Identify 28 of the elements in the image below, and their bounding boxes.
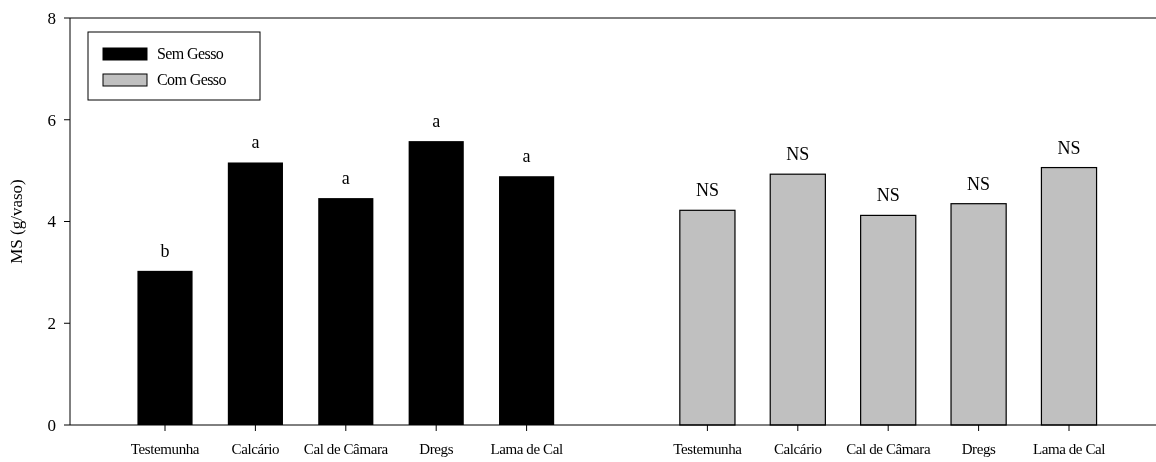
y-tick-label: 6 — [47, 110, 56, 130]
x-tick-label: Lama de Cal — [490, 441, 563, 457]
data-label: NS — [967, 173, 991, 194]
y-tick-label: 8 — [47, 8, 56, 28]
data-label: b — [160, 240, 170, 261]
x-tick-label: Testemunha — [673, 441, 743, 457]
data-label: NS — [876, 185, 900, 206]
x-tick-label: Dregs — [419, 441, 454, 457]
data-label: a — [251, 132, 260, 153]
y-axis-title: MS (g/vaso) — [7, 179, 26, 264]
data-label: a — [341, 168, 350, 189]
data-label: NS — [695, 180, 719, 201]
y-tick-label: 2 — [47, 314, 56, 334]
data-label: NS — [786, 144, 810, 165]
x-tick-label: Calcário — [231, 441, 280, 457]
x-tick-label: Testemunha — [130, 441, 200, 457]
data-label: NS — [1057, 137, 1081, 158]
data-label: a — [522, 146, 531, 167]
x-tick-label: Dregs — [961, 441, 997, 457]
legend-label: Com Gesso — [157, 71, 227, 88]
x-tick-label: Cal de Câmara — [303, 441, 389, 457]
x-tick-label: Lama de Cal — [1032, 441, 1106, 457]
y-tick-label: 0 — [47, 415, 56, 435]
y-tick-label: 4 — [47, 212, 57, 232]
legend-label: Sem Gesso — [157, 45, 224, 62]
data-label: a — [432, 111, 441, 132]
x-tick-label: Cal de Câmara — [846, 441, 931, 457]
x-tick-label: Calcário — [774, 441, 822, 457]
